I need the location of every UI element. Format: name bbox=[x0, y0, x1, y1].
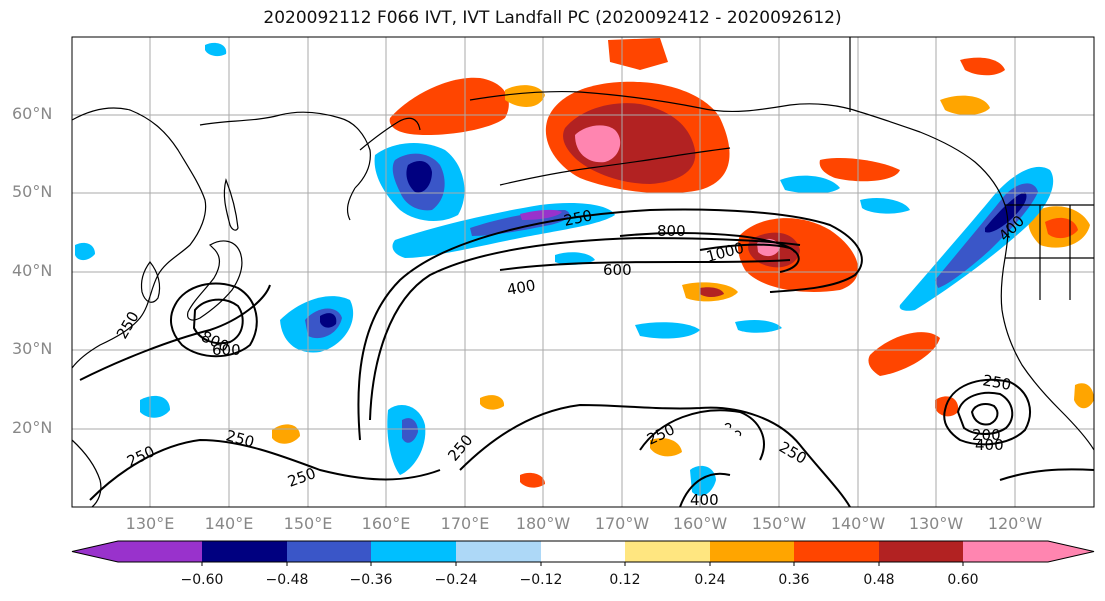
alaska-coast bbox=[469, 90, 861, 113]
contour-400 bbox=[369, 236, 801, 421]
lat-label-30n: 30°N bbox=[12, 339, 53, 358]
contour-label: 400 bbox=[690, 491, 719, 509]
lon-label-170w: 170°W bbox=[594, 514, 650, 533]
colorbar-tick-label: −0.48 bbox=[265, 572, 309, 588]
contour-label: 250 bbox=[981, 371, 1012, 394]
lon-label-140e: 140°E bbox=[204, 514, 254, 533]
lon-label-180w: 180°W bbox=[515, 514, 571, 533]
contour-250-west bbox=[79, 284, 271, 381]
colorbar-tick-label: 0.36 bbox=[778, 572, 810, 588]
colorbar-tick-label: −0.36 bbox=[349, 572, 393, 588]
colorbar-extend-low bbox=[72, 541, 118, 562]
colorbar-tick-label: 0.60 bbox=[947, 572, 979, 588]
positive-pc-shading bbox=[272, 38, 1094, 488]
lat-label-40n: 40°N bbox=[12, 261, 53, 280]
colorbar-tick-label: −0.60 bbox=[180, 572, 224, 588]
colorbar-segment bbox=[456, 541, 541, 562]
china-coast bbox=[72, 439, 102, 507]
colorbar-segment bbox=[541, 541, 625, 562]
kamchatka-coast bbox=[346, 117, 421, 221]
colorbar-tick-label: 0.48 bbox=[863, 572, 895, 588]
asia-coastline bbox=[72, 107, 207, 369]
japan-coast bbox=[187, 240, 243, 321]
contour-250-hawaii bbox=[639, 409, 765, 461]
lat-label-50n: 50°N bbox=[12, 182, 53, 201]
contour-800 bbox=[619, 232, 796, 253]
colorbar-tick-label: 0.12 bbox=[609, 572, 641, 588]
asia-northeast-coast bbox=[199, 111, 371, 189]
colorbar-segment bbox=[287, 541, 371, 562]
lat-label-60n: 60°N bbox=[12, 104, 53, 123]
hawaii-islands bbox=[724, 422, 742, 437]
contour-label: 400 bbox=[506, 276, 537, 299]
korea-coast bbox=[140, 261, 161, 303]
colorbar-segment bbox=[202, 541, 287, 562]
lon-label-140w: 140°W bbox=[830, 514, 886, 533]
lat-label-20n: 20°N bbox=[12, 418, 53, 437]
lon-label-160e: 160°E bbox=[361, 514, 411, 533]
contour-250-central bbox=[459, 403, 851, 507]
colorbar bbox=[71, 540, 1095, 566]
aleutian-chain bbox=[499, 147, 731, 186]
lon-label-120w: 120°W bbox=[987, 514, 1043, 533]
colorbar-segment bbox=[118, 541, 202, 562]
contour-japan-inner bbox=[192, 298, 244, 345]
sakhalin-coast bbox=[223, 178, 239, 231]
colorbar-extend-high bbox=[1048, 541, 1094, 562]
contour-label: 800 bbox=[657, 222, 686, 240]
lon-label-160w: 160°W bbox=[672, 514, 728, 533]
colorbar-tick-label: −0.12 bbox=[519, 572, 563, 588]
contour-400-south bbox=[679, 472, 731, 507]
us-states bbox=[1005, 205, 1094, 300]
colorbar-tick-label: −0.24 bbox=[434, 572, 478, 588]
contour-label: 600 bbox=[212, 341, 241, 359]
plot-frame bbox=[71, 36, 1095, 508]
lon-label-170e: 170°E bbox=[440, 514, 490, 533]
lon-label-150e: 150°E bbox=[283, 514, 333, 533]
colorbar-outline bbox=[71, 540, 1095, 563]
graticule bbox=[72, 37, 1094, 507]
colorbar-segment bbox=[710, 541, 794, 562]
canada-border bbox=[849, 37, 1094, 206]
colorbar-segment bbox=[625, 541, 710, 562]
contour-1000 bbox=[699, 243, 800, 273]
colorbar-segment bbox=[963, 541, 1048, 562]
contour-250-cyclone bbox=[943, 378, 1031, 446]
map-title: 2020092112 F066 IVT, IVT Landfall PC (20… bbox=[263, 8, 842, 28]
contour-200-cyclone bbox=[970, 403, 999, 426]
contour-250-east bbox=[999, 468, 1094, 481]
lon-label-130w: 130°W bbox=[908, 514, 964, 533]
contour-250-east-pacific bbox=[357, 208, 863, 441]
contour-label: 250 bbox=[562, 206, 594, 230]
colorbar-segment bbox=[879, 541, 963, 562]
lon-label-150w: 150°W bbox=[751, 514, 807, 533]
ivt-contours bbox=[79, 208, 1094, 507]
contour-label: 200 bbox=[972, 426, 1001, 444]
colorbar-tick-label: 0.24 bbox=[694, 572, 726, 588]
contour-600 bbox=[499, 259, 791, 271]
contour-japan-ring bbox=[169, 282, 258, 358]
colorbar-segment bbox=[371, 541, 456, 562]
colorbar-segment bbox=[794, 541, 879, 562]
contour-250-south bbox=[89, 438, 441, 501]
coastlines bbox=[72, 37, 1094, 507]
contour-400-cyclone bbox=[956, 391, 1014, 435]
contour-label: 400 bbox=[975, 436, 1004, 454]
contour-label: 600 bbox=[603, 261, 632, 279]
lon-label-130e: 130°E bbox=[125, 514, 175, 533]
